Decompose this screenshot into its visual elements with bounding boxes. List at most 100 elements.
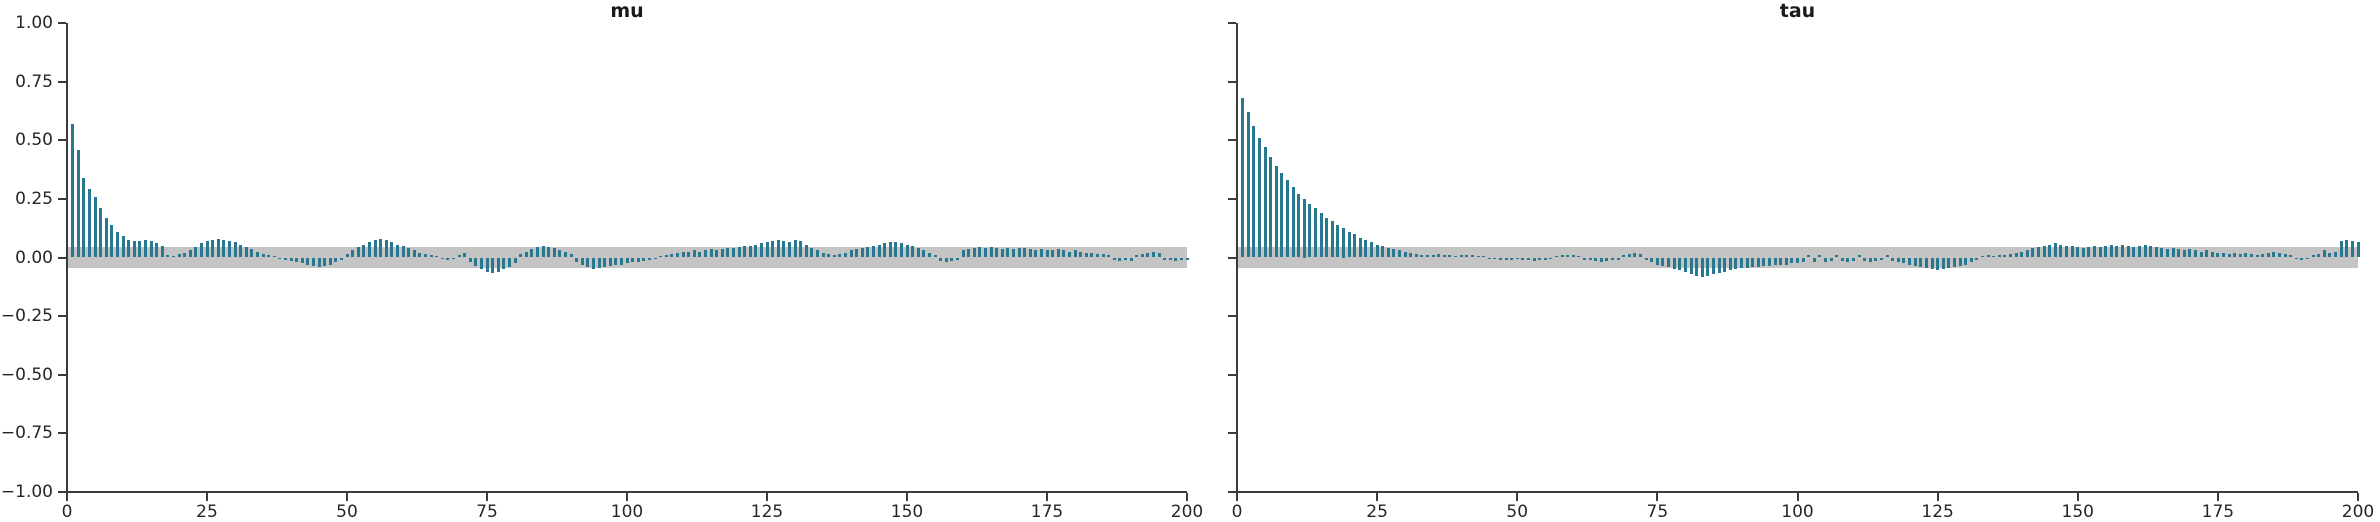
acf-bar	[905, 244, 909, 258]
plot-area-tau: 0 25 50 75 100 125 150 175 200	[1228, 22, 2374, 522]
acf-bar	[1784, 257, 1788, 265]
acf-bar	[1263, 147, 1267, 258]
acf-bar	[474, 257, 478, 266]
x-tick	[906, 493, 908, 501]
acf-bar	[793, 239, 797, 258]
acf-bar	[558, 250, 562, 258]
x-tick-label: 175	[2201, 502, 2235, 522]
acf-bar	[1605, 257, 1609, 262]
acf-bar	[563, 251, 567, 258]
x-tick-label: 0	[61, 502, 73, 522]
acf-bar	[692, 250, 696, 258]
x-tick	[1376, 493, 1379, 501]
acf-bar	[1381, 245, 1385, 258]
acf-bar	[748, 245, 752, 258]
acf-bar	[367, 242, 371, 258]
y-tick	[1228, 373, 1236, 376]
acf-bar	[1745, 257, 1749, 269]
acf-bar	[1997, 255, 2001, 258]
acf-bar	[552, 248, 556, 258]
acf-bar	[883, 243, 887, 258]
acf-bar	[1090, 252, 1094, 258]
y-tick-label: 1.00	[15, 13, 53, 33]
acf-bar	[1952, 257, 1956, 267]
acf-bar	[911, 245, 915, 258]
acf-bar	[82, 177, 86, 258]
acf-bar	[866, 246, 870, 258]
acf-bar	[631, 257, 635, 263]
acf-bar	[1409, 252, 1413, 258]
acf-bar	[1185, 257, 1189, 261]
acf-bar	[743, 245, 747, 258]
acf-bar	[2317, 253, 2321, 258]
y-tick-label: 0.25	[15, 188, 53, 209]
acf-bar	[591, 257, 595, 270]
acf-bar	[1174, 257, 1178, 262]
acf-bar	[401, 245, 405, 258]
acf-bar	[177, 253, 181, 258]
acf-bar	[479, 257, 483, 270]
acf-bar	[2300, 257, 2304, 260]
acf-bar	[1930, 257, 1934, 270]
acf-bar	[1291, 187, 1295, 258]
y-tick	[58, 139, 66, 142]
acf-bar	[2171, 248, 2175, 258]
acf-bar	[1986, 255, 1990, 258]
acf-bar	[1375, 244, 1379, 258]
acf-bar	[373, 239, 377, 258]
acf-bar	[989, 246, 993, 258]
acf-bar	[440, 257, 444, 260]
acf-bar	[659, 255, 663, 258]
acf-bar	[950, 257, 954, 262]
subplot-mu-title: mu	[610, 0, 644, 22]
acf-bar	[1241, 98, 1245, 258]
acf-bar	[675, 252, 679, 258]
acf-bar	[625, 257, 629, 264]
acf-bar	[547, 246, 551, 258]
y-tick-label: −0.50	[0, 364, 53, 385]
acf-bar	[603, 257, 607, 267]
acf-bar	[2328, 252, 2332, 258]
acf-bar	[1756, 257, 1760, 267]
acf-bar	[435, 255, 439, 258]
acf-bar	[1650, 257, 1654, 263]
acf-bar	[1526, 257, 1530, 261]
acf-bar	[1123, 257, 1127, 260]
acf-bar	[2098, 246, 2102, 258]
acf-bar	[1017, 248, 1021, 258]
acf-bar	[155, 243, 159, 258]
y-tick	[58, 373, 66, 376]
acf-bar	[513, 257, 517, 264]
acf-bar	[1011, 249, 1015, 258]
acf-bar	[1269, 156, 1273, 258]
acf-bar	[463, 252, 467, 258]
acf-bar	[278, 257, 282, 260]
acf-bar	[233, 242, 237, 258]
acf-bar	[1129, 257, 1133, 262]
acf-bar	[306, 257, 310, 265]
acf-bar	[664, 255, 668, 258]
x-tick-label: 25	[1366, 502, 1388, 522]
acf-bar	[222, 239, 226, 258]
y-tick	[1228, 197, 1236, 200]
x-tick	[1656, 493, 1659, 501]
acf-bar	[216, 238, 220, 258]
x-tick	[766, 493, 768, 501]
acf-bar	[1056, 249, 1060, 258]
acf-bar	[2081, 248, 2085, 258]
acf-bar	[1599, 257, 1603, 262]
acf-bar	[99, 208, 103, 258]
acf-bar	[507, 257, 511, 267]
acf-bar	[575, 257, 579, 263]
acf-bar	[468, 257, 472, 263]
acf-bar	[496, 257, 500, 272]
x-axis-spine	[1236, 491, 2358, 493]
acf-bar	[2227, 253, 2231, 258]
acf-bar	[1549, 257, 1553, 260]
acf-bar	[418, 252, 422, 258]
acf-bar	[1566, 254, 1570, 258]
x-tick-label: 100	[1781, 502, 1814, 522]
acf-bar	[1504, 257, 1508, 261]
acf-bar	[1857, 255, 1861, 258]
acf-bar	[2104, 245, 2108, 258]
